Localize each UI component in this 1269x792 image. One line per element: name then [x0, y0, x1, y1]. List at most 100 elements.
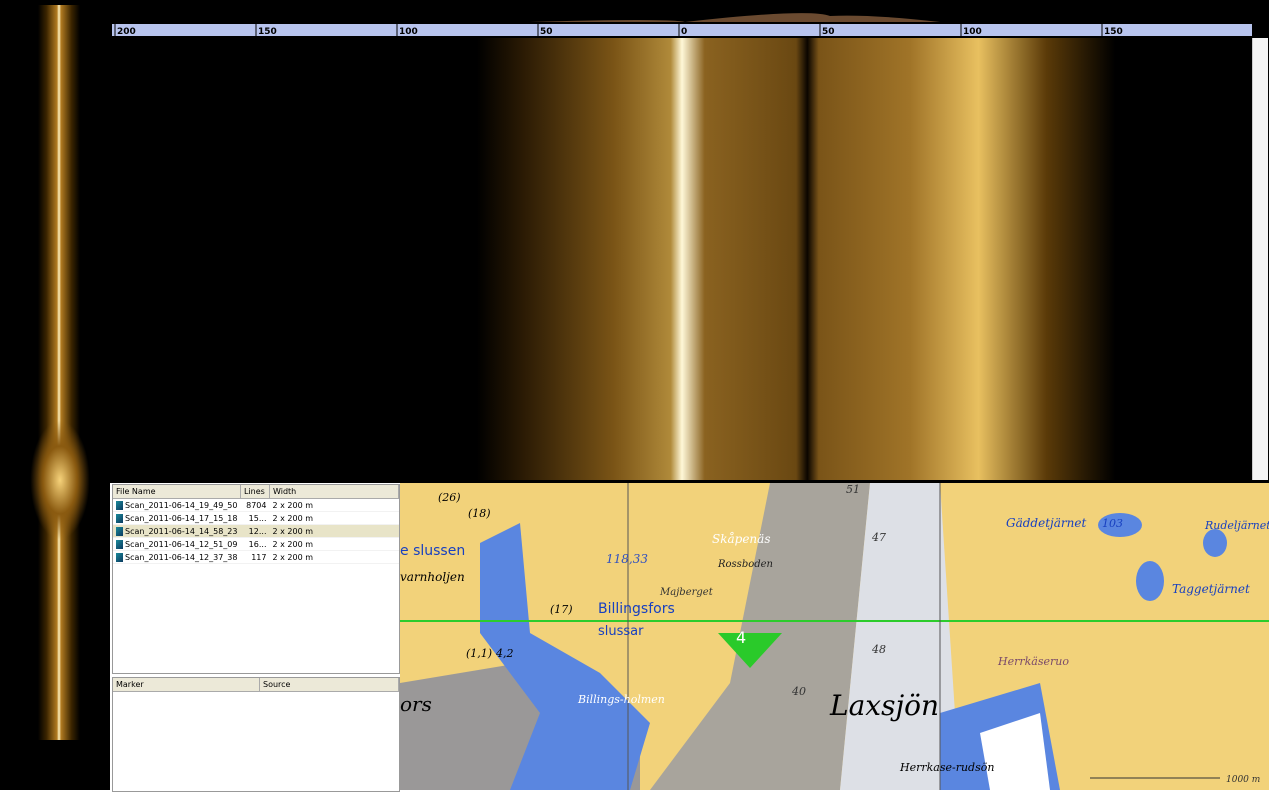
map-label: 40: [791, 685, 806, 698]
waterfall-highlight: [30, 420, 90, 540]
cell: 8704: [240, 498, 270, 512]
file-row[interactable]: Scan_2011-06-14_19_49_50 8704 2 x 200 m: [113, 498, 399, 512]
map-label: Laxsjön: [829, 689, 939, 722]
cell-text: 2 x 200 m: [272, 526, 313, 536]
island: [980, 713, 1050, 790]
cell: 2 x 200 m: [269, 498, 399, 512]
cell-text: Scan_2011-06-14_19_49_50: [125, 500, 238, 510]
ruler-label: 0: [681, 27, 687, 37]
map-label: (17): [550, 603, 573, 616]
map-label: Majberget: [659, 587, 714, 598]
sonar-view: 200 150 100 50 0 50 100 150: [110, 0, 1269, 483]
sonar-image: [112, 38, 1252, 480]
pond: [1203, 529, 1227, 557]
ruler-label: 200: [117, 27, 136, 37]
ruler-label: 150: [258, 27, 277, 37]
cell: Scan_2011-06-14_17_15_18: [113, 511, 241, 525]
cell-text: 15...: [248, 513, 267, 523]
map-label: e slussen: [400, 543, 465, 559]
cell: 2 x 200 m: [269, 550, 399, 564]
map-label: 1000 m: [1226, 775, 1260, 785]
cell-text: 16...: [248, 539, 267, 549]
cell: 2 x 200 m: [269, 537, 399, 551]
file-list: File Name Lines Width Scan_2011-06-14_19…: [112, 484, 400, 674]
cell: 117: [240, 550, 270, 564]
cell: 16...: [240, 537, 270, 551]
position-arrow: [718, 633, 782, 668]
cell-text: Scan_2011-06-14_12_51_09: [125, 539, 238, 549]
map-label: 118,33: [606, 552, 648, 566]
map-label: (26): [438, 491, 461, 504]
map-label: Billingsfors: [598, 601, 675, 617]
map-label: Taggetjärnet: [1172, 582, 1250, 596]
cell-text: Scan_2011-06-14_14_58_23: [125, 526, 238, 536]
cell: 2 x 200 m: [269, 524, 399, 538]
file-icon: [116, 526, 123, 536]
file-row[interactable]: Scan_2011-06-14_12_37_38 117 2 x 200 m: [113, 550, 399, 564]
map-label: varnholjen: [400, 570, 465, 584]
river: [480, 523, 650, 790]
map-label: Gäddetjärnet: [1006, 516, 1086, 530]
map-label: slussar: [598, 624, 644, 639]
header[interactable]: Width: [269, 485, 399, 499]
map-label: 4,2: [495, 647, 514, 660]
header[interactable]: File Name: [113, 485, 241, 499]
cell: Scan_2011-06-14_12_37_38: [113, 550, 241, 564]
ruler-label: 50: [822, 27, 835, 37]
ruler-label: 150: [1104, 27, 1123, 37]
map-label: (18): [468, 507, 491, 520]
map-label: Herrkase-rudsön: [899, 761, 994, 774]
file-icon: [116, 552, 123, 562]
file-row[interactable]: Scan_2011-06-14_14_58_23 12... 2 x 200 m: [113, 524, 399, 538]
cell-text: 117: [251, 552, 267, 562]
file-icon: [116, 539, 123, 549]
cell: Scan_2011-06-14_19_49_50: [113, 498, 241, 512]
pond: [1098, 513, 1142, 537]
file-icon: [116, 513, 123, 523]
header[interactable]: Lines: [240, 485, 270, 499]
waterfall-strip: [38, 5, 80, 740]
cell-text: 2 x 200 m: [272, 500, 313, 510]
cell: Scan_2011-06-14_14_58_23: [113, 524, 241, 538]
pond: [1136, 561, 1164, 601]
map-label: (1,1): [466, 647, 492, 660]
cell: Scan_2011-06-14_12_51_09: [113, 537, 241, 551]
map-label: Rossboden: [717, 559, 773, 570]
cell: 15...: [240, 511, 270, 525]
map-label: Rudeljärnet: [1204, 519, 1269, 532]
waterfall-panel: [0, 0, 110, 790]
map-label: 48: [871, 643, 886, 656]
lake-shallow: [840, 483, 960, 790]
file-row[interactable]: Scan_2011-06-14_17_15_18 15... 2 x 200 m: [113, 511, 399, 525]
cell: 2 x 200 m: [269, 511, 399, 525]
ruler-label: 100: [399, 27, 418, 37]
cell-text: 2 x 200 m: [272, 513, 313, 523]
file-icon: [116, 500, 123, 510]
header[interactable]: Source: [259, 678, 399, 692]
marker-list: Marker Source: [112, 677, 400, 792]
map-label: 4: [736, 628, 746, 647]
map-label: 51: [846, 483, 860, 496]
ruler: 200 150 100 50 0 50 100 150: [112, 13, 1252, 37]
file-row[interactable]: Scan_2011-06-14_12_51_09 16... 2 x 200 m: [113, 537, 399, 551]
map-label: 47: [871, 531, 886, 544]
cell-text: 2 x 200 m: [272, 539, 313, 549]
ruler-label: 100: [963, 27, 982, 37]
cell-text: Scan_2011-06-14_17_15_18: [125, 513, 238, 523]
map-label: Herrkäseruo: [997, 655, 1069, 668]
scrollbar[interactable]: [1252, 38, 1268, 480]
ruler-label: 50: [540, 27, 553, 37]
cell-text: 2 x 200 m: [272, 552, 313, 562]
map-label: Billings-holmen: [577, 693, 665, 706]
map[interactable]: (26) (18) e slussen varnholjen 118,33 Skåpenä…: [400, 483, 1269, 790]
map-label: 103: [1102, 517, 1123, 530]
profile: [530, 13, 940, 22]
marker-table: Marker Source: [113, 678, 399, 692]
header[interactable]: Marker: [113, 678, 260, 692]
map-label: ors: [400, 692, 432, 716]
cell-text: Scan_2011-06-14_12_37_38: [125, 552, 238, 562]
map-label: Skåpenäs: [712, 531, 770, 546]
cell-text: 8704: [246, 500, 267, 510]
cell-text: 12...: [248, 526, 267, 536]
